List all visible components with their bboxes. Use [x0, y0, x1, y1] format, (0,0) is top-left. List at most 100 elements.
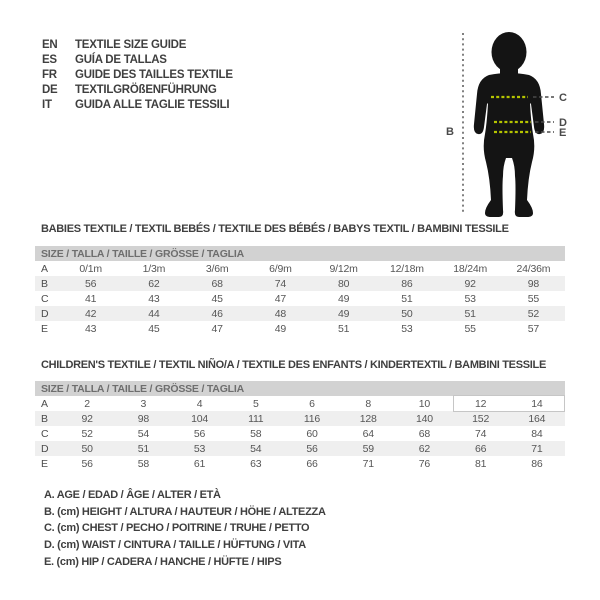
language-code: FR — [42, 68, 57, 81]
table-cell: 92 — [464, 277, 476, 290]
table-cell: 57 — [527, 322, 540, 335]
table-row: E 56 58 61 63 66 71 76 81 86 — [35, 456, 565, 471]
table-cell: 71 — [531, 442, 543, 455]
child-silhouette — [473, 32, 545, 217]
table-cell: 51 — [401, 292, 413, 305]
table-cell: 58 — [137, 457, 149, 470]
table-cell: 52 — [527, 307, 540, 320]
row-key: B — [41, 412, 49, 425]
legend-item-hip: E. (cm) HIP / CADERA / HANCHE / HÜFTE / … — [44, 555, 282, 568]
legend-item-chest: C. (cm) CHEST / PECHO / POITRINE / TRUHE… — [44, 522, 310, 535]
table-cell: 6/9m — [269, 262, 292, 275]
table-cell: 56 — [306, 442, 318, 455]
row-key: E — [41, 457, 49, 470]
table-cell: 56 — [193, 427, 206, 440]
table-cell: 66 — [475, 442, 487, 455]
chest-label: C — [559, 92, 567, 104]
table-cell: 54 — [137, 427, 149, 440]
size-header-bar: SIZE / TALLA / TAILLE / GRÖSSE / TAGLIA — [35, 246, 565, 261]
legend-item-waist: D. (cm) WAIST / CINTURA / TAILLE / HÜFTU… — [44, 539, 306, 552]
language-row-fr: FR GUIDE DES TAILLES TEXTILE — [42, 67, 233, 82]
language-list: EN TEXTILE SIZE GUIDE ES GUÍA DE TALLAS … — [42, 37, 233, 112]
table-row: B 56 62 68 74 80 86 92 98 — [35, 276, 565, 291]
babies-table-body: A 0/1m 1/3m 3/6m 6/9m 9/12m 12/18m 18/24m 24/36m… — [35, 261, 565, 336]
table-cell: 68 — [211, 277, 223, 290]
table-cell: 111 — [248, 412, 264, 425]
table-cell: 50 — [81, 442, 93, 455]
table-cell: 104 — [191, 412, 208, 425]
table-cell: 84 — [531, 427, 543, 440]
table-cell: 116 — [303, 412, 321, 425]
table-row: D 42 44 46 48 49 50 51 52 — [35, 306, 565, 321]
table-cell: 51 — [137, 442, 149, 455]
child-body — [473, 73, 545, 217]
table-row: E 43 45 47 49 51 53 55 57 — [35, 321, 565, 336]
language-row-it: IT GUIDA ALLE TAGLIE TESSILI — [42, 97, 233, 112]
language-code: IT — [42, 98, 52, 111]
table-cell: 55 — [464, 322, 476, 335]
language-code: ES — [42, 53, 57, 66]
table-cell: 5 — [252, 397, 259, 410]
table-cell: 3/6m — [205, 262, 229, 275]
table-row: C 41 43 45 47 49 51 53 55 — [35, 291, 565, 306]
table-cell: 0/1m — [79, 262, 102, 275]
hip-label: E — [559, 127, 566, 139]
table-cell: 164 — [528, 412, 546, 425]
table-cell: 74 — [274, 277, 287, 290]
children-table-body: A 2 3 4 5 6 8 10 12 14 B 92 98 104 111 116 128 140 152 164 C… — [35, 396, 565, 471]
table-cell: 8 — [365, 397, 372, 410]
table-cell: 44 — [148, 307, 160, 320]
table-cell: 18/24m — [453, 262, 488, 275]
table-cell: 12 — [475, 397, 487, 410]
row-key: B — [41, 277, 49, 290]
table-cell: 74 — [475, 427, 487, 440]
measurement-diagram: B C D E — [440, 10, 600, 230]
babies-table-title: BABIES TEXTILE / TEXTIL BEBÉS / TEXTILE … — [41, 223, 509, 235]
table-cell: 12/18m — [389, 262, 424, 275]
table-cell: 98 — [527, 277, 540, 290]
row-key: E — [41, 322, 49, 335]
table-cell: 6 — [309, 397, 315, 410]
children-table-title: CHILDREN'S TEXTILE / TEXTIL NIÑO/A / TEX… — [41, 359, 546, 371]
table-cell: 80 — [337, 277, 350, 290]
table-cell: 86 — [401, 277, 413, 290]
table-cell: 2 — [84, 397, 90, 410]
table-row: C 52 54 56 58 60 64 68 74 84 — [35, 426, 565, 441]
table-cell: 59 — [362, 442, 374, 455]
row-key: A — [41, 262, 49, 275]
table-cell: 46 — [211, 307, 223, 320]
table-cell: 53 — [464, 292, 476, 305]
table-cell: 140 — [415, 412, 433, 425]
table-cell: 56 — [84, 277, 97, 290]
table-cell: 53 — [193, 442, 206, 455]
children-size-table: SIZE / TALLA / TAILLE / GRÖSSE / TAGLIA … — [35, 381, 565, 471]
table-cell: 49 — [337, 292, 350, 305]
table-cell: 10 — [418, 397, 431, 410]
table-cell: 14 — [531, 397, 543, 410]
language-label: GUÍA DE TALLAS — [75, 53, 167, 66]
table-cell: 51 — [337, 322, 350, 335]
table-cell: 63 — [250, 457, 262, 470]
table-cell: 62 — [148, 277, 160, 290]
language-row-en: EN TEXTILE SIZE GUIDE — [42, 37, 233, 52]
legend-item-height: B. (cm) HEIGHT / ALTURA / HAUTEUR / HÖHE… — [44, 505, 326, 518]
table-cell: 42 — [84, 307, 97, 320]
table-cell: 43 — [148, 292, 160, 305]
table-cell: 4 — [196, 397, 203, 410]
table-cell: 60 — [306, 427, 318, 440]
table-cell: 1/3m — [142, 262, 166, 275]
language-row-de: DE TEXTILGRÖßENFÜHRUNG — [42, 82, 233, 97]
table-cell: 71 — [362, 457, 374, 470]
table-row: A 2 3 4 5 6 8 10 12 14 — [35, 396, 565, 411]
table-cell: 45 — [211, 292, 223, 305]
table-row: D 50 51 53 54 56 59 62 66 71 — [35, 441, 565, 456]
table-cell: 98 — [137, 412, 149, 425]
table-cell: 55 — [527, 292, 540, 305]
table-cell: 41 — [84, 292, 97, 305]
language-label: TEXTILGRÖßENFÜHRUNG — [75, 83, 217, 96]
table-cell: 48 — [274, 307, 287, 320]
table-cell: 50 — [401, 307, 413, 320]
table-cell: 3 — [140, 397, 147, 410]
language-label: GUIDE DES TAILLES TEXTILE — [75, 68, 233, 81]
table-cell: 47 — [211, 322, 223, 335]
